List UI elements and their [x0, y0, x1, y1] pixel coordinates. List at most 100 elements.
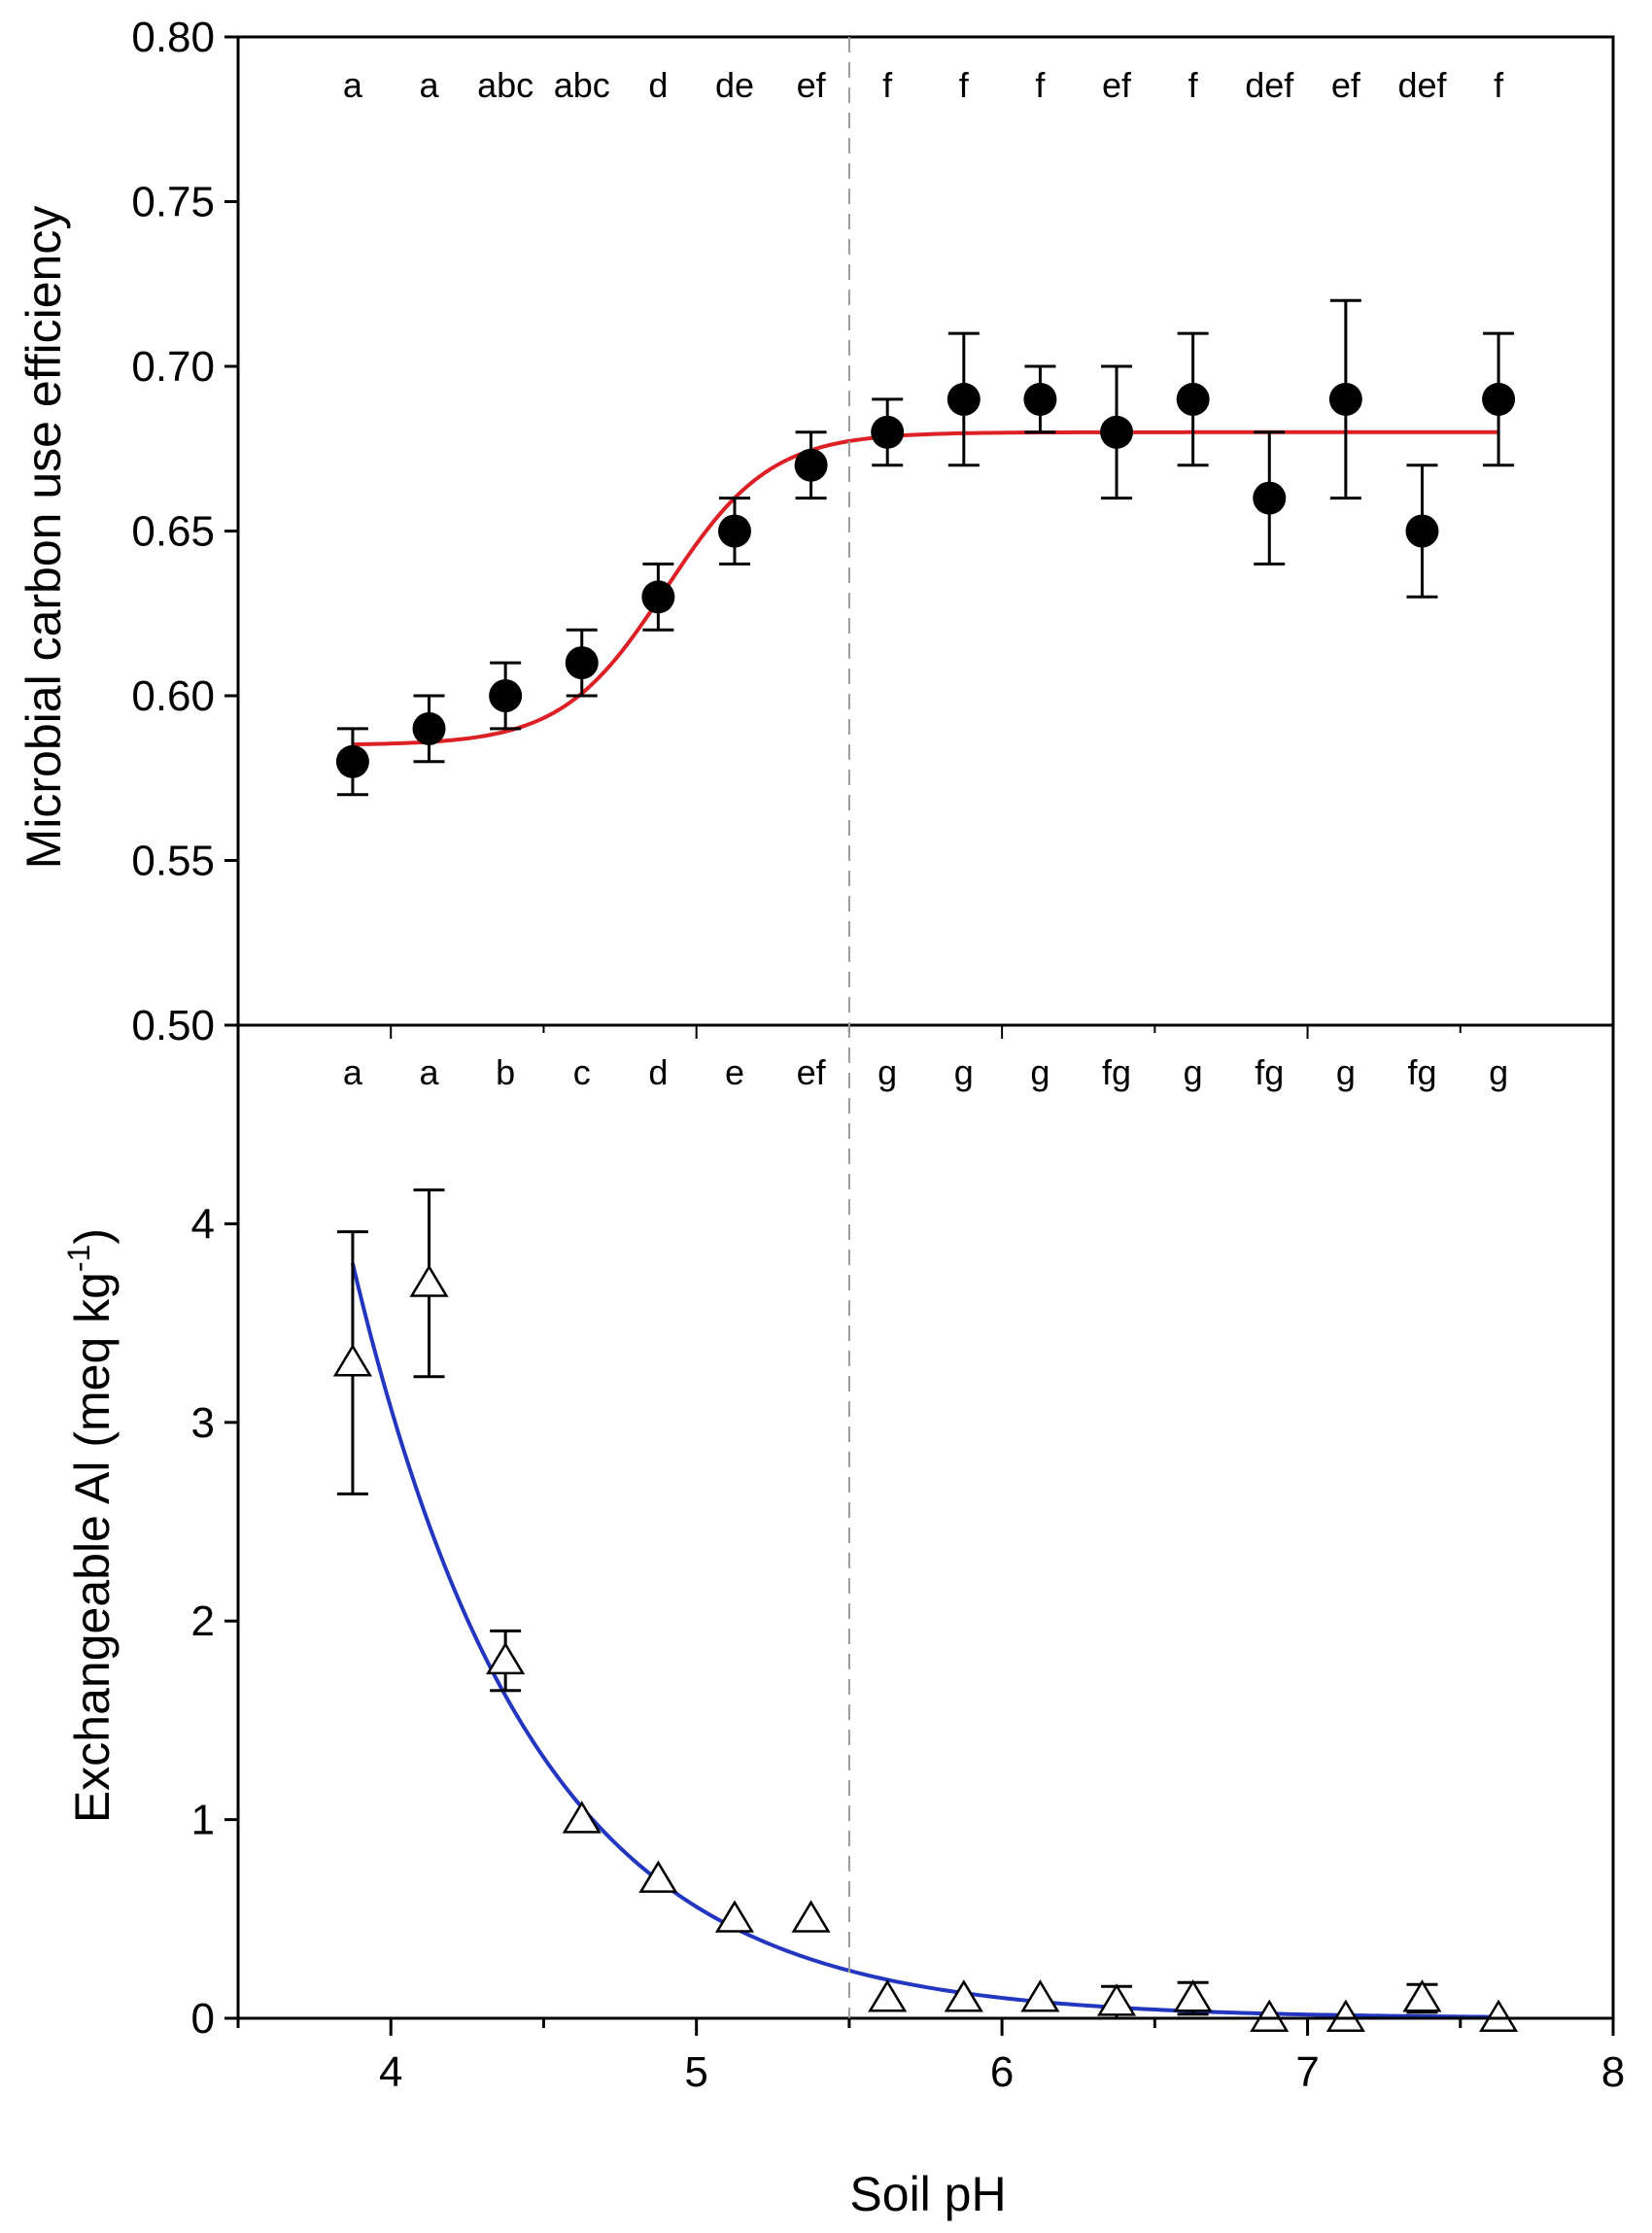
al-data-point [562, 1801, 602, 1834]
cue-yaxis-ticks: 0.50 0.55 0.60 0.65 0.70 0.75 0.80 [131, 14, 238, 1049]
al-sig-letter: g [1336, 1052, 1356, 1092]
al-data-point [409, 1264, 449, 1297]
al-sig-letter: g [1184, 1052, 1203, 1092]
cue-data-point [871, 415, 905, 449]
cue-data-point [641, 580, 675, 614]
al-ytick-label: 2 [191, 1597, 215, 1645]
cue-sig-letter: def [1397, 65, 1447, 105]
cue-data-point [1405, 514, 1439, 548]
al-data-point [638, 1860, 678, 1893]
cue-data-point [335, 744, 369, 778]
cue-data-point [1176, 382, 1210, 416]
al-sig-letter: g [1489, 1052, 1508, 1092]
x-axis-ticks: 4 5 6 7 8 [236, 1025, 1625, 2096]
xtick-label: 7 [1295, 2048, 1319, 2096]
cue-sig-letter: ef [1331, 65, 1361, 105]
cue-sig-letter: a [420, 65, 440, 105]
cue-sig-letter: d [648, 65, 668, 105]
cue-sig-letter: a [343, 65, 363, 105]
cue-letter-layer: a a abc abc d de ef f f f ef f def ef def f [343, 65, 1504, 105]
al-data-point [332, 1344, 372, 1377]
al-data-point [1479, 1999, 1519, 2032]
al-data-point [714, 1900, 755, 1933]
cue-ytick-label: 0.75 [131, 179, 215, 226]
al-sig-letter: g [878, 1052, 897, 1092]
cue-sig-letter: f [1188, 65, 1199, 105]
al-data-point [791, 1900, 831, 1933]
xtick-label: 6 [990, 2048, 1014, 2096]
cue-data-point [489, 679, 523, 712]
xtick-label: 5 [684, 2048, 707, 2096]
al-sig-letter: a [343, 1052, 363, 1092]
al-letter-layer: a a b c d e ef g g g fg g fg g fg g [343, 1052, 1508, 1092]
cue-sig-letter: def [1245, 65, 1294, 105]
cue-ytick-label: 0.50 [131, 1002, 215, 1049]
cue-data-point [412, 711, 446, 745]
al-decay-fit [350, 1262, 1499, 2019]
cue-data-point [565, 646, 599, 680]
cue-sig-letter: abc [554, 65, 610, 105]
al-ylabel-text: Exchangeable Al (meq kg [65, 1272, 120, 1823]
cue-sig-letter: de [715, 65, 754, 105]
cue-sig-letter: abc [477, 65, 533, 105]
al-sig-letter: fg [1255, 1052, 1284, 1092]
cue-sig-letter: f [959, 65, 970, 105]
xtick-label: 4 [379, 2048, 402, 2096]
al-data-point [868, 1979, 908, 2012]
al-data-point [1325, 1999, 1365, 2032]
al-data-point [1173, 1979, 1213, 2012]
al-data-point [1020, 1979, 1060, 2012]
cue-ytick-label: 0.60 [131, 672, 215, 720]
al-sig-letter: g [954, 1052, 974, 1092]
al-data-point [486, 1641, 526, 1675]
al-point-layer [332, 1264, 1519, 2032]
cue-ytick-label: 0.55 [131, 838, 215, 885]
cue-point-layer [335, 382, 1516, 778]
cue-data-point [794, 448, 828, 482]
cue-ylabel: Microbial carbon use efficiency [17, 206, 71, 870]
plot-frame [236, 35, 1615, 2020]
cue-sig-letter: f [882, 65, 893, 105]
al-sig-letter: c [573, 1052, 591, 1092]
cue-sig-letter: ef [1102, 65, 1132, 105]
al-data-point [944, 1979, 983, 2012]
al-panel: a a b c d e ef g g g fg g fg g fg g 0 1 2 3 4 4 5 6 7 8 Exchang… [61, 1025, 1625, 2221]
al-sig-letter: fg [1407, 1052, 1436, 1092]
al-sig-letter: ef [797, 1052, 827, 1092]
cue-fit-layer [352, 429, 1499, 747]
al-ytick-label: 1 [191, 1797, 215, 1844]
cue-data-point [946, 382, 981, 416]
cue-ytick-label: 0.70 [131, 343, 215, 391]
al-sig-letter: e [725, 1052, 744, 1092]
cue-data-point [1100, 415, 1134, 449]
xtick-label: 8 [1601, 2048, 1625, 2096]
al-fit-layer [350, 1262, 1499, 2019]
plot-border [236, 35, 1615, 2020]
al-ytick-label: 3 [191, 1399, 215, 1447]
al-sig-letter: a [420, 1052, 440, 1092]
al-data-point [1096, 1983, 1137, 2016]
al-ytick-label: 0 [191, 1995, 215, 2043]
cue-ytick-label: 0.80 [131, 14, 215, 61]
al-sig-letter: b [496, 1052, 515, 1092]
al-ylabel: Exchangeable Al (meq kg-1) [61, 1228, 120, 1823]
al-data-point [1402, 1979, 1442, 2012]
cue-panel: a a abc abc d de ef f f f ef f def ef def f 0.500.550.6… [17, 14, 1516, 1049]
al-sig-letter: d [648, 1052, 668, 1092]
al-sig-letter: fg [1102, 1052, 1131, 1092]
cue-data-point [1023, 382, 1057, 416]
cue-sig-letter: f [1494, 65, 1504, 105]
cue-data-point [717, 514, 751, 548]
al-sig-letter: g [1030, 1052, 1050, 1092]
al-ylabel-suffix: ) [65, 1228, 120, 1245]
cue-data-point [1482, 382, 1516, 416]
cue-data-point [1328, 382, 1362, 416]
xlabel: Soil pH [849, 2167, 1006, 2221]
al-ytick-label: 4 [191, 1200, 215, 1248]
al-errorbar-layer [336, 1188, 1438, 2020]
cue-sig-letter: f [1035, 65, 1046, 105]
al-data-point [1250, 1999, 1290, 2032]
cue-ytick-label: 0.65 [131, 508, 215, 556]
cue-data-point [1253, 481, 1287, 515]
